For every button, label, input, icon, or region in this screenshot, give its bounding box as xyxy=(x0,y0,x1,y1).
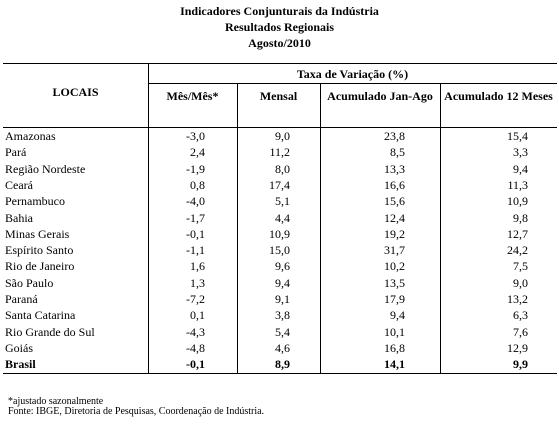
cell: 13,3 xyxy=(384,161,405,176)
cell: 5,4 xyxy=(275,324,290,339)
row-label: Minas Gerais xyxy=(5,226,70,241)
rule xyxy=(3,373,557,374)
column-header: Mensal xyxy=(259,89,298,103)
cell: 5,1 xyxy=(275,194,290,209)
cell: 2,4 xyxy=(190,145,205,160)
cell: -4,0 xyxy=(186,194,205,209)
row-label: Pernambuco xyxy=(5,194,65,209)
cell: 4,6 xyxy=(275,340,290,355)
cell: 23,8 xyxy=(384,129,405,143)
row-label: Brasil xyxy=(5,357,36,372)
rule xyxy=(237,83,238,373)
footnote: *ajustado sazonalmente xyxy=(8,396,104,407)
cell: 10,9 xyxy=(269,226,290,241)
cell: 10,9 xyxy=(507,194,528,209)
column-header: Mês/Mês* xyxy=(166,89,219,103)
cell: 13,2 xyxy=(507,292,528,306)
row-label: Região Nordeste xyxy=(5,161,86,176)
cell: 12,9 xyxy=(507,340,528,355)
cell: -4,8 xyxy=(186,340,205,355)
cell: 10,1 xyxy=(384,324,405,339)
cell: 3,3 xyxy=(513,145,528,160)
cell: 8,9 xyxy=(275,357,290,372)
rule xyxy=(148,83,557,84)
cell: 1,6 xyxy=(190,259,205,274)
cell: -3,0 xyxy=(186,129,205,143)
cell: 7,5 xyxy=(513,259,528,274)
cell: 13,5 xyxy=(384,275,405,290)
cell: 0,1 xyxy=(190,308,205,323)
cell: 9,4 xyxy=(275,275,290,290)
footnote: Fonte: IBGE, Diretoria de Pesquisas, Coo… xyxy=(8,406,265,417)
cell: 15,0 xyxy=(269,243,290,258)
cell: -7,2 xyxy=(186,292,205,306)
cell: 11,2 xyxy=(269,145,290,160)
cell: 11,3 xyxy=(507,177,528,192)
row-label: Paraná xyxy=(5,292,38,306)
row-label: Ceará xyxy=(5,177,33,192)
cell: 6,3 xyxy=(513,308,528,323)
cell: 8,0 xyxy=(275,161,290,176)
locals-header: LOCAIS xyxy=(52,85,99,99)
row-label: Goiás xyxy=(5,340,33,355)
title: Indicadores Conjunturais da Indústria xyxy=(180,4,379,18)
rule xyxy=(440,83,441,373)
cell: 9,0 xyxy=(513,275,528,290)
cell: 12,7 xyxy=(507,226,528,241)
date: Agosto/2010 xyxy=(248,36,311,50)
rule xyxy=(148,63,149,373)
cell: -1,1 xyxy=(186,243,205,258)
row-label: Santa Catarina xyxy=(5,308,76,323)
cell: 19,2 xyxy=(384,226,405,241)
cell: 17,4 xyxy=(269,177,290,192)
cell: 8,5 xyxy=(390,145,405,160)
cell: 14,1 xyxy=(384,357,405,372)
cell: 31,7 xyxy=(384,243,405,258)
rule xyxy=(320,83,321,373)
row-label: São Paulo xyxy=(5,275,54,290)
cell: 9,0 xyxy=(275,129,290,143)
column-header: Acumulado 12 Meses xyxy=(444,89,553,103)
cell: -1,9 xyxy=(186,161,205,176)
cell: 3,8 xyxy=(275,308,290,323)
row-label: Bahia xyxy=(5,210,33,225)
cell: 15,6 xyxy=(384,194,405,209)
row-label: Rio de Janeiro xyxy=(5,259,75,274)
cell: 0,8 xyxy=(190,177,205,192)
group-header: Taxa de Variação (%) xyxy=(296,67,409,81)
cell: 1,3 xyxy=(190,275,205,290)
cell: -0,1 xyxy=(186,357,205,372)
cell: 10,2 xyxy=(384,259,405,274)
cell: 9,1 xyxy=(275,292,290,306)
cell: -4,3 xyxy=(186,324,205,339)
cell: 9,4 xyxy=(390,308,405,323)
row-label: Espírito Santo xyxy=(5,243,74,258)
row-label: Amazonas xyxy=(5,129,56,143)
cell: 9,4 xyxy=(513,161,528,176)
cell: 12,4 xyxy=(384,210,405,225)
rule xyxy=(3,63,557,64)
row-label: Pará xyxy=(5,145,27,160)
cell: 7,6 xyxy=(513,324,528,339)
cell: 4,4 xyxy=(275,210,290,225)
cell: -1,7 xyxy=(186,210,205,225)
row-label: Rio Grande do Sul xyxy=(5,324,95,339)
cell: 15,4 xyxy=(507,129,528,143)
subtitle: Resultados Regionais xyxy=(224,20,334,34)
rule xyxy=(3,127,557,128)
cell: 9,6 xyxy=(275,259,290,274)
cell: 9,9 xyxy=(513,357,528,372)
cell: 24,2 xyxy=(507,243,528,258)
cell: 16,6 xyxy=(384,177,405,192)
cell: 16,8 xyxy=(384,340,405,355)
cell: 17,9 xyxy=(384,292,405,306)
column-header: Acumulado Jan-Ago xyxy=(327,89,433,103)
cell: 9,8 xyxy=(513,210,528,225)
cell: -0,1 xyxy=(186,226,205,241)
